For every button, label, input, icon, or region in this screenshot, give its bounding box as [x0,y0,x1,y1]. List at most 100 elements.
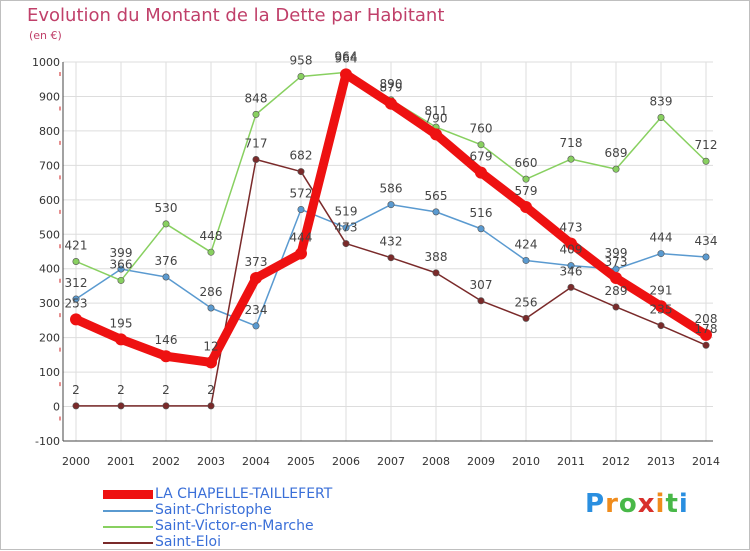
data-point-1 [432,208,440,216]
legend-swatch-0 [103,490,153,499]
data-label-2: 839 [650,94,673,108]
data-point-1 [207,304,215,312]
data-label-1: 516 [470,206,493,220]
data-point-3 [657,322,665,330]
data-point-3 [432,269,440,277]
legend-swatch-3 [103,542,153,544]
data-point-3 [297,168,305,176]
data-point-3 [612,303,620,311]
data-label-0: 879 [380,81,403,95]
data-point-3 [477,297,485,305]
x-tick-label: 2004 [242,455,270,468]
data-label-1: 434 [695,234,718,248]
data-label-2: 421 [65,238,88,252]
y-tick-label: 0 [53,401,60,414]
data-point-2 [477,141,485,149]
data-label-2: 958 [290,53,313,67]
data-label-1: 424 [515,237,538,251]
data-label-1: 586 [380,182,403,196]
data-point-3 [522,314,530,322]
legend-label-2: Saint-Victor-en-Marche [155,518,314,534]
data-point-3 [72,402,80,410]
x-tick-label: 2010 [512,455,540,468]
x-tick-label: 2011 [557,455,585,468]
axes: -100 0 100 200 300 400 500 600 700 800 900 1000 2000… [32,56,720,468]
data-label-0: 790 [425,111,448,125]
x-tick-label: 2002 [152,455,180,468]
data-label-2: 366 [110,257,133,271]
y-tick-label: 600 [39,194,60,207]
data-point-1 [387,201,395,209]
data-label-3: 235 [650,303,673,317]
data-label-2: 964 [335,49,358,63]
data-label-1: 519 [335,205,358,219]
legend-label-1: Saint-Christophe [155,502,272,518]
data-point-0 [700,328,712,341]
proxiti-logo: Proxiti [585,489,689,519]
chart-title: Evolution du Montant de la Dette par Hab… [27,5,445,26]
data-point-0 [295,247,307,260]
y-tick-label: 800 [39,125,60,138]
data-point-1 [252,322,260,330]
x-tick-label: 2005 [287,455,315,468]
data-point-3 [252,156,260,164]
data-label-0: 679 [470,150,493,164]
data-point-2 [567,155,575,163]
data-label-2: 448 [200,229,223,243]
data-point-1 [477,225,485,233]
x-tick-label: 2009 [467,455,495,468]
data-point-0 [610,272,622,285]
data-label-3: 2 [162,383,170,397]
data-label-2: 718 [560,136,583,150]
data-point-2 [657,113,665,121]
data-point-3 [702,341,710,349]
data-point-0 [520,201,532,214]
data-label-3: 256 [515,295,538,309]
data-point-0 [250,272,262,285]
y-tick-label: -100 [35,435,60,448]
legend-swatch-2 [103,526,153,528]
data-label-0: 373 [245,255,268,269]
data-label-2: 848 [245,91,268,105]
data-point-3 [567,283,575,291]
data-label-2: 811 [425,104,448,118]
x-tick-label: 2013 [647,455,675,468]
data-label-0: 291 [650,283,673,297]
data-point-0 [115,333,127,346]
data-label-0: 208 [695,312,718,326]
legend-label-0: LA CHAPELLE-TAILLEFERT [155,486,333,502]
data-point-0 [655,300,667,313]
data-point-1 [342,224,350,232]
data-label-1: 376 [155,254,178,268]
data-point-2 [72,257,80,265]
logo-letter: i [678,489,689,519]
data-point-2 [612,165,620,173]
data-point-3 [207,402,215,410]
data-label-2: 530 [155,201,178,215]
data-point-1 [657,250,665,258]
data-label-0: 473 [560,221,583,235]
data-label-3: 2 [117,383,125,397]
logo-letter: P [585,489,606,519]
data-label-3: 307 [470,278,493,292]
data-label-1: 409 [560,243,583,257]
data-point-2 [522,175,530,183]
data-label-2: 760 [470,122,493,136]
logo-letter: o [618,489,638,519]
data-point-1 [72,295,80,303]
y-tick-label: 300 [39,297,60,310]
logo-letter: x [637,489,656,519]
logo-letter: r [605,489,619,519]
data-label-1: 399 [110,246,133,260]
data-label-2: 712 [695,138,718,152]
y-tick-label: 700 [39,159,60,172]
series-lines [70,68,712,410]
data-point-0 [160,350,172,363]
data-label-1: 312 [65,276,88,290]
chart-subtitle: (en €) [29,29,62,42]
y-tick-label: 200 [39,332,60,345]
data-label-2: 660 [515,156,538,170]
y-tick-label: 400 [39,263,60,276]
